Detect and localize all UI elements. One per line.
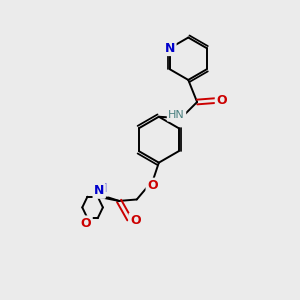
Text: HN: HN bbox=[168, 110, 185, 120]
Text: N: N bbox=[97, 182, 107, 195]
Text: O: O bbox=[81, 217, 91, 230]
Text: N: N bbox=[165, 42, 175, 55]
Text: O: O bbox=[130, 214, 141, 227]
Text: N: N bbox=[94, 184, 104, 197]
Text: O: O bbox=[147, 179, 158, 192]
Text: O: O bbox=[216, 94, 227, 107]
